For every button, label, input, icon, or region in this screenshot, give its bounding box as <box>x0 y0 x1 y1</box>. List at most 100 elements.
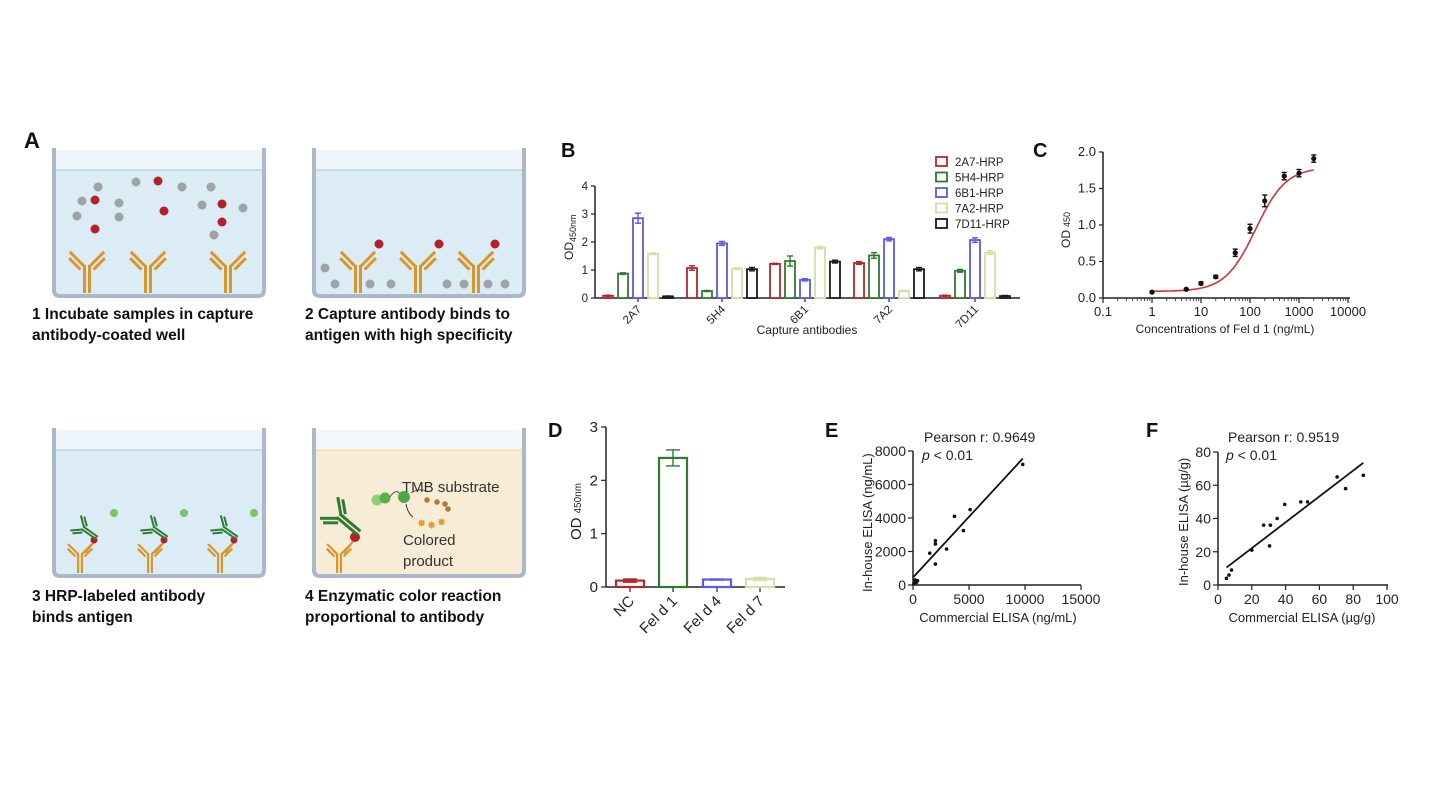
scatter-point <box>1268 523 1273 527</box>
sandwich-complex <box>64 509 118 573</box>
panel-label-b: B <box>561 140 576 162</box>
scatter-point <box>933 562 938 566</box>
chart-c-data-point <box>1296 170 1302 176</box>
chart-b-legend-label: 5H4-HRP <box>955 173 1005 185</box>
scatter-point <box>1227 573 1231 577</box>
well-4: ✸ ✸ ✸ TMB substrate Colored product <box>312 428 526 578</box>
chart-e-pearson-r: Pearson r: 0.9649 <box>924 429 1036 445</box>
scatter-point <box>1343 486 1348 491</box>
x-tick-label: 15000 <box>1062 591 1101 607</box>
chart-b-legend-label: 6B1-HRP <box>955 188 1004 200</box>
x-tick-label: 100 <box>1375 591 1399 607</box>
x-tick-label: 40 <box>1278 591 1294 607</box>
chart-b-legend-swatch <box>935 156 948 167</box>
step-4-line-2: proportional to antibody <box>305 609 485 626</box>
chart-b-legend-label: 7A2-HRP <box>955 204 1004 216</box>
chart-c-y-tick-label: 1.0 <box>1078 217 1096 232</box>
chart-b-bar-7d11-hrp-5h4 <box>746 268 758 299</box>
x-tick-label: 80 <box>1345 591 1361 607</box>
chart-b-bar-2a7-hrp-5h4 <box>686 267 698 299</box>
step-2-caption: 2 Capture antibody binds to antigen with… <box>305 304 513 346</box>
chart-c-x-tick-label: 0.1 <box>1094 304 1112 319</box>
scatter-point <box>952 514 957 519</box>
chart-b-bar-7d11-hrp-7a2 <box>913 268 925 299</box>
well-4-wall <box>312 428 526 578</box>
svg-text:✸: ✸ <box>437 516 446 529</box>
panel-label-c: C <box>1033 140 1048 162</box>
panel-label-a: A <box>24 128 40 153</box>
panel-label-e: E <box>825 420 839 442</box>
chart-c-data-point <box>1183 286 1189 292</box>
chart-b-bar-7a2-hrp-6b1 <box>814 246 826 299</box>
chart-d-x-tick-label: Fel d 4 <box>680 593 724 637</box>
step-2-line-1: 2 Capture antibody binds to <box>305 306 510 323</box>
y-tick-label: 4000 <box>875 510 906 526</box>
scatter-point <box>1335 475 1339 479</box>
chart-c-y-tick-label: 2.0 <box>1078 144 1096 159</box>
chart-d-y-tick-label: 0 <box>590 579 598 596</box>
chart-d-x-tick-label: Fel d 1 <box>636 593 680 637</box>
well-2-other-proteins <box>320 263 510 289</box>
step-1-line-1: 1 Incubate samples in capture <box>32 306 254 323</box>
chart-c-data-point <box>1198 280 1204 286</box>
scatter-point <box>915 579 920 583</box>
y-tick-label: 0 <box>1203 577 1211 593</box>
chart-d-y-label: OD450nm <box>568 483 585 540</box>
scatter-point <box>1261 523 1266 527</box>
chart-f-fit-line <box>1225 462 1364 569</box>
chart-e-y-label: In-house ELISA (ng/mL) <box>860 453 875 592</box>
chart-c-x-label: Concentrations of Fel d 1 (ng/mL) <box>1136 322 1315 336</box>
chart-f-pearson-r: Pearson r: 0.9519 <box>1228 429 1340 445</box>
scatter-point <box>1224 576 1229 581</box>
chart-b-bar-7d11-hrp-6b1 <box>829 260 841 299</box>
chart-b-x-tick-label: 5H4 <box>705 303 729 327</box>
chart-b-x-tick-label: 2A7 <box>621 304 644 327</box>
chart-b-x-tick-label: 7A2 <box>872 304 895 327</box>
y-tick-label: 60 <box>1195 477 1211 493</box>
scatter-point <box>1250 548 1254 552</box>
well-2-bound-antigens <box>374 239 500 249</box>
well-2-wall <box>312 148 526 298</box>
well-1-other-proteins <box>72 177 248 240</box>
scatter-point <box>1305 500 1310 504</box>
chart-b-bar-5h4-hrp-7d11 <box>954 269 966 299</box>
scatter-point <box>1267 544 1272 548</box>
chart-b-bar-2a7-hrp-6b1 <box>769 262 781 299</box>
chart-f: 0 20 40 60 80 0 20 40 60 80 100 Pearson r: 0.9519… <box>1176 429 1399 625</box>
panel-label-d: D <box>548 420 563 442</box>
chart-d-y-tick-label: 1 <box>590 526 598 543</box>
y-tick-label: 80 <box>1195 444 1211 460</box>
well-3 <box>52 428 266 578</box>
chart-b-bar-6b1-hrp-5h4 <box>716 242 728 299</box>
chart-b-legend-swatch <box>935 171 948 183</box>
well-1-antigens <box>90 176 227 234</box>
chart-b-bar-7a2-hrp-2a7 <box>647 252 659 299</box>
scatter-point <box>933 542 938 546</box>
chart-c-x-tick-label: 100 <box>1239 304 1261 319</box>
chart-b-y-tick-label: 4 <box>582 181 589 193</box>
chart-b-bar-7a2-hrp-7d11 <box>984 251 996 299</box>
chart-c-x-tick-label: 1 <box>1148 304 1155 319</box>
scatter-point <box>1361 473 1366 478</box>
x-tick-label: 0 <box>909 591 917 607</box>
chart-d-y-tick-label: 2 <box>590 472 598 489</box>
scatter-point <box>944 547 949 551</box>
chart-c-y-tick-label: 0.5 <box>1078 254 1096 269</box>
step-3-caption: 3 HRP-labeled antibody binds antigen <box>32 586 205 628</box>
well-1-headspace <box>56 150 262 170</box>
chart-c-y-tick-label: 1.5 <box>1078 181 1096 196</box>
chart-c-data-point <box>1213 274 1219 280</box>
chart-c-x-tick-label: 10 <box>1194 304 1208 319</box>
y-tick-label: 2000 <box>875 544 906 560</box>
chart-b-y-tick-label: 0 <box>582 293 588 305</box>
chart-b-x-tick-label: 7D11 <box>954 304 981 331</box>
scatter-point <box>1020 462 1025 467</box>
chart-b-bar-2a7-hrp-7a2 <box>853 262 865 299</box>
colored-product-label-2: product <box>403 553 454 570</box>
chart-b-bar-6b1-hrp-2a7 <box>632 217 644 299</box>
chart-f-y-label: In-house ELISA (µg/g) <box>1176 458 1191 586</box>
chart-f-x-label: Commercial ELISA (µg/g) <box>1229 610 1376 625</box>
scatter-point <box>933 538 938 543</box>
